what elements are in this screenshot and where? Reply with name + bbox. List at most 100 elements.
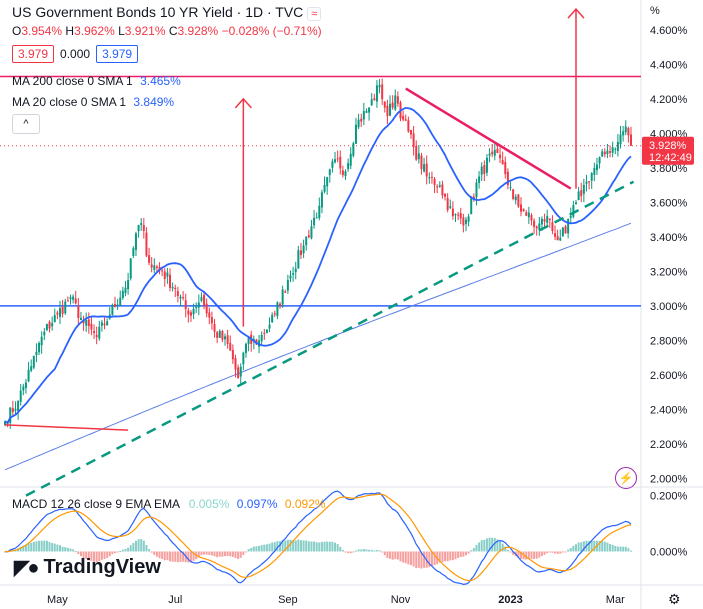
symbol-title[interactable]: US Government Bonds 10 YR Yield · 1D · T… [12, 4, 304, 20]
candle-body [362, 111, 365, 120]
candle-body [114, 304, 117, 307]
macd-hist-bar [279, 541, 282, 552]
chevron-up-icon[interactable]: ^ [12, 114, 40, 134]
macd-hist-bar [512, 551, 515, 555]
macd-hist-bar [82, 551, 85, 559]
macd-hist-bar [577, 542, 580, 552]
up-arrow-head [234, 97, 252, 109]
macd-hist-bar [145, 545, 148, 552]
macd-hist-bar [263, 544, 266, 552]
candle-body [328, 169, 331, 176]
candle-body [313, 217, 316, 226]
tradingview-logo[interactable]: ◤● TradingView [14, 556, 161, 579]
candle-body [404, 119, 407, 121]
candle-body [279, 303, 282, 307]
candle-body [231, 349, 234, 360]
macd-hist-bar [315, 542, 318, 552]
candle-body [357, 119, 360, 128]
macd-hist-bar [402, 551, 405, 563]
candle-body [27, 369, 30, 382]
candle-body [127, 280, 130, 290]
macd-hist-bar [483, 539, 486, 552]
macd-hist-bar [229, 551, 232, 557]
bolt-icon[interactable]: ⚡ [615, 467, 637, 489]
candle-body [425, 163, 428, 177]
macd-hist-bar [590, 540, 593, 552]
candle-body [182, 297, 185, 299]
buy-price-box[interactable]: 3.979 [96, 45, 139, 63]
candle-body [197, 302, 200, 308]
macd-hist-bar [205, 551, 208, 555]
x-tick-label: Jul [168, 594, 182, 606]
macd-legend[interactable]: MACD 12 26 close 9 EMA EMA 0.005% 0.097%… [12, 497, 326, 511]
macd-hist-bar [543, 551, 546, 555]
macd-hist-bar [383, 551, 386, 556]
ma200-legend[interactable]: MA 200 close 0 SMA 1 3.465% [12, 74, 181, 88]
compare-badge-icon[interactable]: ≈ [307, 7, 322, 21]
macd-hist-bar [61, 546, 64, 552]
macd-hist-bar [231, 551, 234, 557]
y-tick-label: 3.800% [650, 163, 688, 175]
macd-hist-bar [365, 549, 368, 552]
candle-body [268, 324, 271, 329]
macd-hist-bar [43, 540, 46, 552]
change-value: −0.028% (−0.71%) [221, 24, 322, 38]
candle-body [585, 181, 588, 184]
ma200-line [4, 222, 632, 471]
macd-hist-bar [72, 549, 75, 552]
candle-body [527, 212, 530, 218]
macd-hist-bar [24, 544, 27, 552]
macd-hist-bar [77, 551, 80, 555]
macd-hist-bar [603, 541, 606, 552]
macd-hist-bar [417, 551, 420, 568]
candle-body [35, 351, 38, 356]
macd-hist-bar [90, 551, 93, 561]
candle-body [567, 218, 570, 234]
macd-hist-bar [572, 545, 575, 552]
macd-hist-bar [609, 544, 612, 552]
chart-title: US Government Bonds 10 YR Yield · 1D · T… [12, 4, 322, 21]
candle-body [189, 312, 192, 316]
candle-body [535, 226, 538, 229]
macd-hist-bar [121, 549, 124, 552]
candle-body [543, 219, 546, 222]
candle-body [554, 233, 557, 237]
macd-hist-bar [79, 551, 82, 557]
macd-hist-bar [87, 551, 90, 561]
sell-price-box[interactable]: 3.979 [12, 45, 55, 63]
candle-body [522, 209, 525, 211]
macd-hist-bar [45, 540, 48, 552]
candle-body [169, 274, 172, 288]
ma20-legend[interactable]: MA 20 close 0 SMA 1 3.849% [12, 95, 174, 109]
candle-body [368, 107, 371, 113]
macd-hist-bar [517, 551, 520, 558]
candle-body [417, 153, 420, 160]
macd-hist-bar [132, 543, 135, 552]
candle-body [622, 131, 625, 136]
macd-hist-bar [475, 544, 478, 552]
candle-body [386, 105, 389, 117]
macd-hist-bar [35, 541, 38, 552]
macd-hist-bar [95, 551, 98, 563]
candle-body [598, 157, 601, 164]
gear-icon[interactable]: ⚙ [668, 591, 681, 607]
candle-body [77, 305, 80, 318]
macd-hist-bar [40, 540, 43, 552]
macd-hist-bar [564, 551, 567, 553]
macd-hist-bar [166, 551, 169, 561]
ma20-value: 3.849% [133, 95, 175, 109]
candle-body [297, 250, 300, 269]
candle-body [409, 130, 412, 135]
falling-trendline [405, 87, 572, 190]
candle-body [106, 321, 109, 326]
candle-body [559, 237, 562, 241]
candle-body [299, 250, 302, 256]
macd-hist-bar [467, 551, 470, 554]
macd-hist-bar [299, 540, 302, 552]
macd-hist-bar [192, 551, 195, 561]
candle-body [603, 151, 606, 155]
macd-hist-bar [438, 551, 441, 563]
macd-hist-bar [496, 539, 499, 552]
macd-hist-bar [574, 544, 577, 552]
